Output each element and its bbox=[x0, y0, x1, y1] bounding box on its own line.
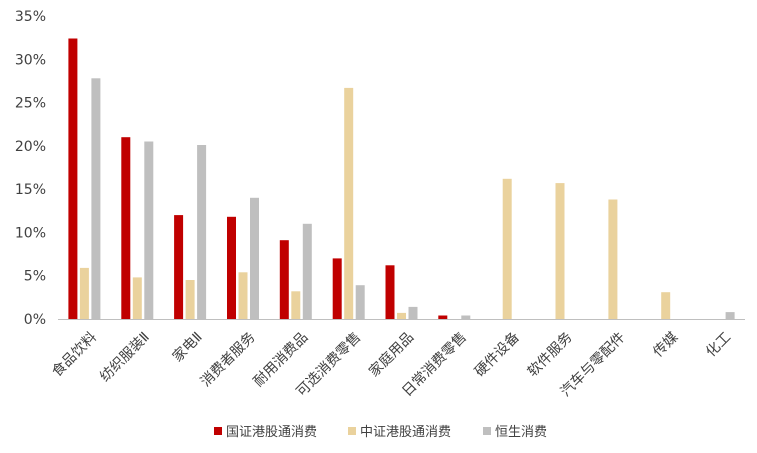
bar bbox=[91, 78, 101, 319]
bar bbox=[397, 312, 406, 319]
y-tick-label: 25% bbox=[15, 96, 46, 112]
bar bbox=[144, 141, 154, 319]
bar bbox=[291, 291, 301, 319]
bar bbox=[461, 315, 471, 319]
bar bbox=[238, 272, 248, 319]
bar bbox=[408, 306, 418, 319]
bar bbox=[132, 277, 142, 319]
bar bbox=[332, 258, 342, 319]
y-axis: 0% 5% 10% 15% 20% 25% 30% 35% bbox=[15, 9, 46, 328]
bar bbox=[79, 267, 89, 319]
bar bbox=[68, 38, 78, 319]
bar bbox=[197, 145, 207, 319]
bar bbox=[302, 223, 312, 319]
y-tick-label: 0% bbox=[24, 312, 46, 328]
bar bbox=[279, 240, 289, 319]
bar bbox=[250, 197, 259, 319]
y-tick-label: 20% bbox=[15, 139, 46, 155]
y-tick-label: 35% bbox=[15, 9, 46, 25]
legend: 国证港股通消费 中证港股通消费 恒生消费 bbox=[214, 425, 547, 440]
bar bbox=[725, 312, 735, 319]
bar bbox=[608, 199, 618, 319]
y-tick-label: 30% bbox=[15, 52, 46, 68]
bar bbox=[185, 280, 195, 319]
bar bbox=[121, 137, 131, 319]
x-tick-label: 传媒 bbox=[650, 329, 681, 360]
legend-swatch bbox=[214, 427, 222, 435]
bar bbox=[555, 183, 565, 319]
bar bbox=[344, 87, 354, 320]
legend-label: 国证港股通消费 bbox=[226, 425, 317, 440]
legend-label: 中证港股通消费 bbox=[360, 425, 451, 440]
bar bbox=[438, 315, 448, 319]
bar bbox=[385, 265, 395, 319]
y-tick-label: 10% bbox=[15, 225, 46, 241]
bars bbox=[68, 38, 735, 320]
x-tick-label: 化工 bbox=[703, 329, 734, 360]
bar bbox=[227, 216, 236, 319]
x-tick-label: 纺织服装Ⅱ bbox=[97, 329, 153, 385]
x-tick-label: 家庭用品 bbox=[365, 329, 417, 381]
legend-swatch bbox=[483, 427, 491, 435]
x-tick-label: 软件服务 bbox=[525, 329, 576, 380]
x-tick-label: 消费者服务 bbox=[198, 329, 259, 390]
y-tick-label: 5% bbox=[24, 269, 46, 285]
legend-label: 恒生消费 bbox=[495, 425, 547, 440]
x-tick-label: 硬件设备 bbox=[471, 329, 523, 381]
bar bbox=[355, 285, 365, 319]
y-tick-label: 15% bbox=[15, 182, 46, 198]
bar bbox=[661, 292, 671, 319]
x-tick-label: 食品饮料 bbox=[48, 329, 100, 381]
legend-swatch bbox=[348, 427, 356, 435]
x-tick-label: 家电Ⅱ bbox=[169, 329, 206, 366]
bar bbox=[502, 178, 512, 319]
bar bbox=[174, 215, 184, 319]
